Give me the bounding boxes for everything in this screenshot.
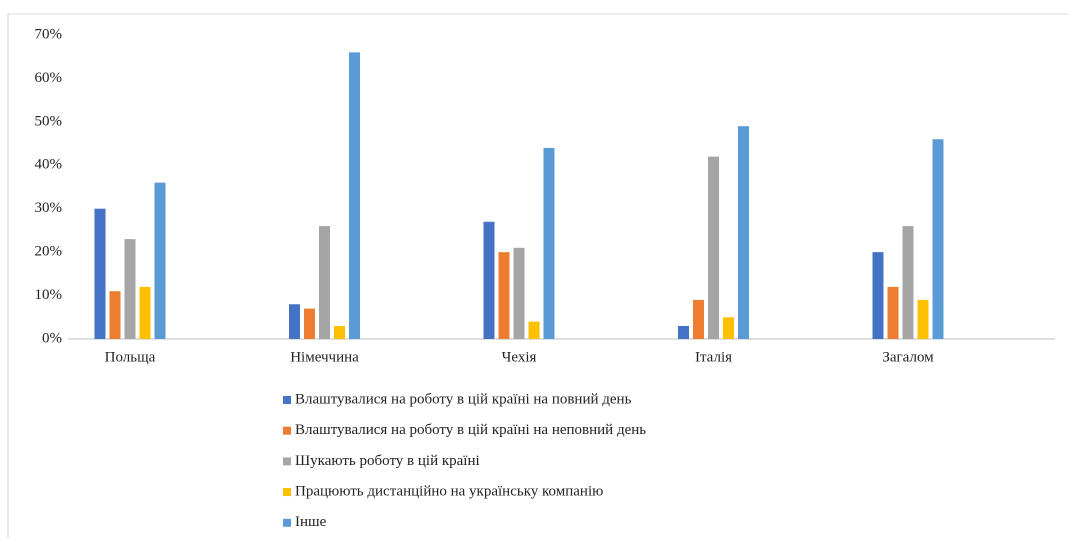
legend-label: Працюють дистанційно на українську компа…: [295, 484, 603, 500]
y-tick-label: 50%: [35, 113, 63, 129]
bar: [932, 139, 944, 339]
bar: [543, 147, 555, 339]
legend-label: Шукають роботу в цій країні: [295, 453, 480, 469]
x-tick-label: Загалом: [882, 349, 934, 365]
bar: [94, 208, 106, 339]
y-tick-label: 60%: [35, 70, 63, 86]
legend-swatch: [283, 457, 291, 466]
legend-swatch: [283, 488, 291, 497]
legend-label: Влаштувалися на роботу в цій країні на п…: [295, 391, 632, 407]
y-tick-label: 70%: [35, 26, 63, 42]
legend-swatch: [283, 518, 291, 527]
x-tick-label: Німеччина: [290, 349, 359, 365]
y-tick-label: 0%: [42, 330, 62, 346]
legend-swatch: [283, 426, 291, 435]
bar: [887, 286, 899, 339]
legend-label: Влаштувалися на роботу в цій країні на н…: [295, 422, 646, 438]
bar: [498, 252, 510, 339]
bar: [334, 325, 345, 339]
y-tick-label: 30%: [35, 200, 63, 216]
y-tick-label: 10%: [35, 287, 63, 303]
bar: [902, 226, 914, 339]
bar: [528, 321, 540, 339]
bar: [678, 325, 689, 339]
bar: [154, 182, 166, 339]
bar: [304, 308, 315, 339]
bar: [723, 317, 734, 339]
bar: [319, 226, 330, 339]
bar: [513, 247, 525, 339]
bar: [917, 299, 929, 339]
bar: [139, 286, 151, 339]
legend-swatch: [283, 396, 291, 404]
bar: [872, 252, 884, 339]
y-tick-label: 40%: [35, 157, 63, 173]
bar: [483, 221, 495, 339]
bar: [738, 126, 749, 339]
bar: [693, 299, 704, 339]
y-tick-label: 20%: [35, 244, 63, 260]
bar: [708, 156, 719, 339]
legend-label: Інше: [295, 514, 327, 530]
bar: [109, 291, 121, 339]
bar: [124, 239, 136, 339]
x-tick-label: Польща: [105, 349, 156, 365]
frame: [7, 13, 1068, 538]
bar: [289, 304, 300, 339]
x-tick-label: Італія: [695, 349, 732, 365]
bar: [349, 52, 360, 339]
x-tick-label: Чехія: [502, 349, 537, 365]
